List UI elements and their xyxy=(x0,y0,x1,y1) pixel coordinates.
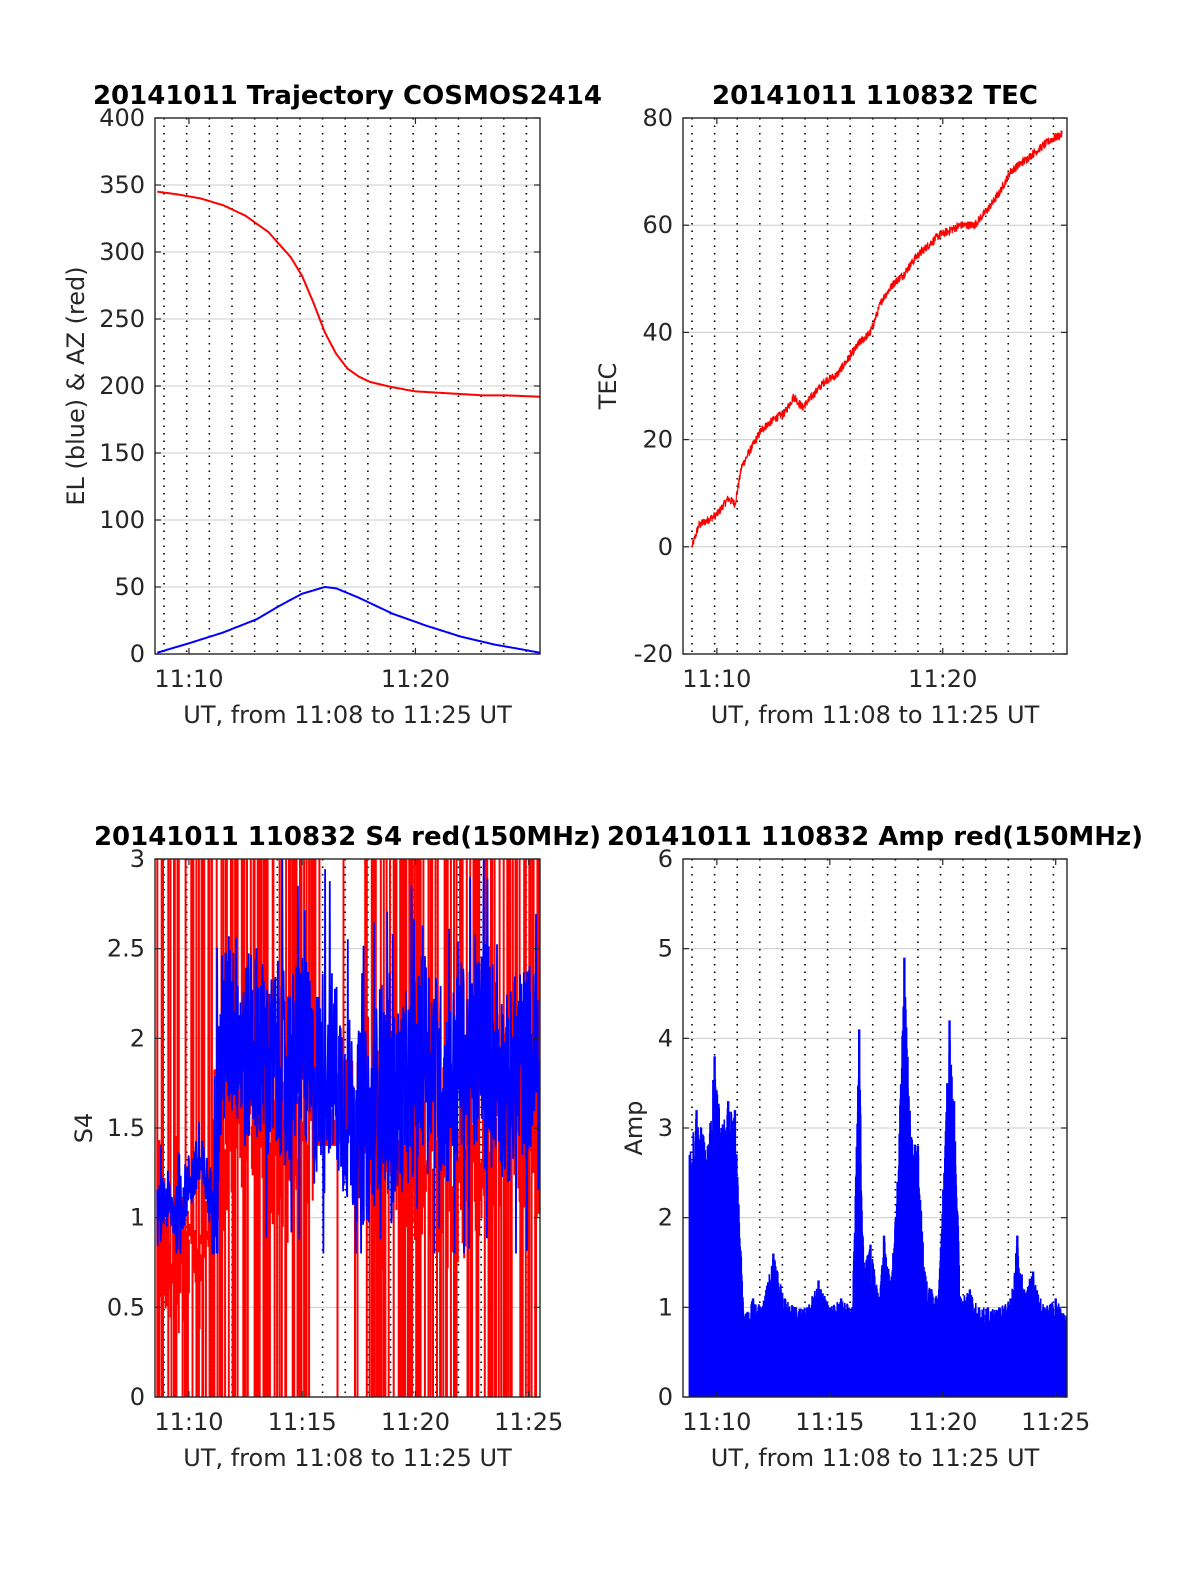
y-tick-label: 50 xyxy=(114,573,145,601)
x-tick-label: 11:25 xyxy=(1021,1408,1090,1436)
y-tick-label: 2 xyxy=(658,1204,673,1232)
axes-box xyxy=(682,117,1068,655)
y-tick-label: 150 xyxy=(99,439,145,467)
x-tick-label: 11:15 xyxy=(268,1408,337,1436)
plot-series xyxy=(156,190,540,654)
y-tick-label: 300 xyxy=(99,238,145,266)
x-tick-label: 11:10 xyxy=(154,1408,223,1436)
y-tick-label: 0.5 xyxy=(107,1293,145,1321)
y-tick-label: 1.5 xyxy=(107,1114,145,1142)
panel-3: 0 0.5 1 1.5 2 2.5 3 11:10 11:15 11:20 11:25 2014101… xyxy=(70,822,601,1472)
y-tick-label: 3 xyxy=(130,845,145,873)
y-axis-label: S4 xyxy=(70,1113,98,1144)
y-tick-label: 0 xyxy=(658,533,673,561)
y-tick-label: 0 xyxy=(130,1383,145,1411)
x-tick-label: 11:20 xyxy=(381,665,450,693)
plot-area xyxy=(683,118,1067,654)
y-tick-label: 60 xyxy=(642,211,673,239)
y-tick-label: 100 xyxy=(99,506,145,534)
x-tick-label: 11:25 xyxy=(494,1408,563,1436)
y-tick-label: 400 xyxy=(99,104,145,132)
y-axis-label: EL (blue) & AZ (red) xyxy=(62,266,90,505)
y-tick-label: 4 xyxy=(658,1024,673,1052)
x-tick-label: 11:10 xyxy=(154,665,223,693)
y-tick-label: 1 xyxy=(658,1293,673,1321)
x-tick-label: 11:10 xyxy=(682,1408,751,1436)
y-tick-label: 20 xyxy=(642,426,673,454)
y-axis-label: TEC xyxy=(594,363,622,411)
x-tick-label: 11:20 xyxy=(381,1408,450,1436)
y-tick-label: 250 xyxy=(99,305,145,333)
y-tick-label: 350 xyxy=(99,171,145,199)
x-tick-label: 11:10 xyxy=(682,665,751,693)
chart-title: 20141011 110832 S4 red(150MHz) xyxy=(94,822,601,852)
x-tick-label: 11:15 xyxy=(795,1408,864,1436)
tec-line xyxy=(691,130,1063,548)
y-tick-label: 0 xyxy=(658,1383,673,1411)
x-axis-label: UT, from 11:08 to 11:25 UT xyxy=(183,701,512,729)
y-tick-label: -20 xyxy=(634,640,673,668)
x-tick-label: 11:20 xyxy=(908,665,977,693)
y-tick-label: 6 xyxy=(658,845,673,873)
y-tick-label: 2.5 xyxy=(107,935,145,963)
y-tick-label: 80 xyxy=(642,104,673,132)
y-tick-label: 2 xyxy=(130,1024,145,1052)
y-tick-label: 200 xyxy=(99,372,145,400)
chart-title: 20141011 110832 Amp red(150MHz) xyxy=(607,822,1143,852)
series-line-red xyxy=(157,190,540,398)
series-line-blue xyxy=(156,585,540,654)
y-tick-label: 5 xyxy=(658,935,673,963)
y-axis-label: Amp xyxy=(620,1100,648,1155)
panel-4: 0 1 2 3 4 5 6 11:10 11:15 11:20 11:25 20141011 1108… xyxy=(607,822,1143,1472)
y-tick-label: 40 xyxy=(642,318,673,346)
y-tick-label: 0 xyxy=(130,640,145,668)
blue-line xyxy=(156,859,540,1255)
x-tick-label: 11:20 xyxy=(908,1408,977,1436)
chart-title: 20141011 110832 TEC xyxy=(712,81,1038,111)
panel-2: -20 0 20 40 60 80 11:10 11:20 20141011 110832 TE… xyxy=(594,81,1068,729)
panel-1: 0 50 100 150 200 250 300 350 400 11:10 11:20 201410… xyxy=(62,81,602,729)
x-axis-label: UT, from 11:08 to 11:25 UT xyxy=(183,1444,512,1472)
plot-series xyxy=(688,957,1067,1397)
chart-title: 20141011 Trajectory COSMOS2414 xyxy=(93,81,602,111)
x-axis-label: UT, from 11:08 to 11:25 UT xyxy=(711,1444,1040,1472)
x-axis-label: UT, from 11:08 to 11:25 UT xyxy=(711,701,1040,729)
y-tick-label: 1 xyxy=(130,1204,145,1232)
y-tick-label: 3 xyxy=(658,1114,673,1142)
plot-series xyxy=(691,130,1063,548)
